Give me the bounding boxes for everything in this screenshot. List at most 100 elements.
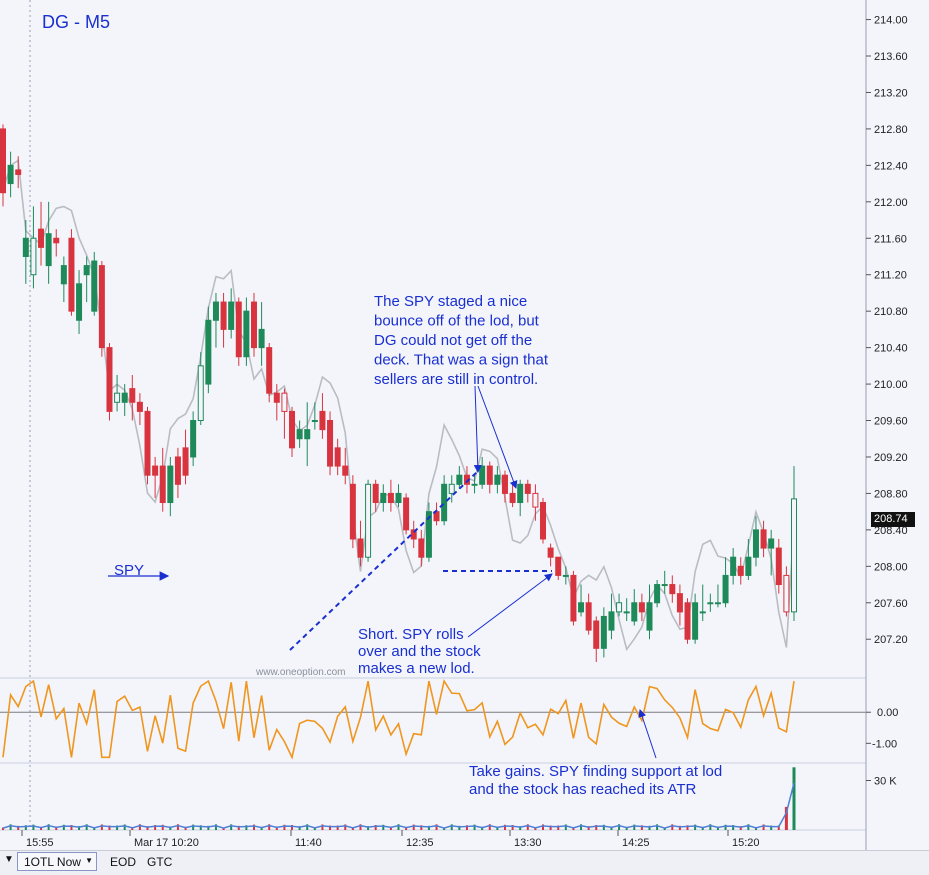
annotation-short: Short. SPY rolls over and the stock makes … (358, 626, 481, 677)
candle-body (7, 164, 14, 185)
price-tick-label: 212.80 (874, 124, 908, 136)
candle-body (775, 547, 782, 586)
candle-body (30, 237, 37, 276)
candle-body (494, 474, 501, 485)
time-tick-label: 15:55 (26, 837, 54, 849)
candle-body (745, 556, 752, 576)
candle-body (91, 260, 98, 312)
candle-body (509, 492, 516, 504)
oscillator-panel (2, 679, 795, 760)
candle-body (676, 593, 683, 613)
candle-body (114, 392, 121, 403)
spy-line (2, 159, 795, 652)
price-tick-label: 210.80 (874, 306, 908, 318)
candle-body (197, 365, 204, 422)
spy-overlay-line (2, 159, 795, 652)
plot-background (0, 0, 866, 850)
candle-body (562, 574, 569, 577)
candle-body (578, 602, 585, 613)
candle-body (228, 301, 235, 330)
candle-body (448, 483, 455, 494)
candle-body (570, 574, 577, 622)
candle-body (45, 233, 52, 267)
chart-svg[interactable]: 214.00 213.60 213.20 212.80 212.40 212.00 211.… (0, 0, 929, 850)
candle-body (106, 347, 113, 412)
price-tick-label: 211.60 (874, 233, 907, 245)
candle-body (616, 602, 623, 613)
timeframe-dropdown[interactable]: 1OTL Now ▼ (17, 852, 97, 871)
candle-body (722, 574, 729, 604)
candle-body (266, 347, 273, 394)
grid (0, 0, 866, 850)
price-tick-label: 213.20 (874, 87, 908, 99)
candle-body (182, 447, 189, 476)
bottom-toolbar: ▼ 1OTL Now ▼ EOD GTC (0, 850, 929, 875)
price-tick-label: 210.00 (874, 379, 908, 391)
price-tick-label: 209.60 (874, 416, 908, 428)
triangle-down-icon[interactable]: ▼ (4, 854, 14, 865)
candle-body (136, 401, 143, 412)
candle-body (98, 265, 105, 349)
candle-body (212, 301, 219, 321)
price-tick-label: 210.40 (874, 343, 908, 355)
eod-button[interactable]: EOD (110, 855, 137, 869)
candle-body (319, 410, 326, 431)
price-candles (0, 124, 797, 662)
time-tick-label: 14:25 (622, 837, 650, 849)
price-tick-label: 208.00 (874, 561, 908, 573)
candle-body (68, 237, 75, 312)
candle-body (752, 529, 759, 558)
candle-body (15, 169, 22, 175)
candle-body (456, 474, 463, 485)
candle-body (471, 483, 478, 486)
candle-body (661, 584, 668, 587)
oscillator-line (2, 679, 795, 760)
annotations: www.oneoption.com The SPY staged a nice bo… (108, 293, 722, 798)
oscillator-tick-label: -1.00 (872, 738, 897, 750)
candle-body (365, 483, 372, 558)
candle-body (699, 611, 706, 614)
candle-body (334, 447, 341, 467)
candle-body (60, 265, 67, 285)
candle-body (730, 556, 737, 576)
candle-body (783, 574, 790, 613)
gtc-button[interactable]: GTC (147, 855, 173, 869)
candle-body (349, 483, 356, 540)
candle-body (441, 483, 448, 522)
candle-body (152, 465, 159, 476)
time-tick-label: 12:35 (406, 837, 434, 849)
candle-body (220, 301, 227, 330)
candle-body (0, 128, 6, 194)
candle-body (121, 392, 128, 403)
candle-body (387, 492, 394, 504)
time-tick-label: 11:40 (295, 837, 322, 849)
dropdown-caret-icon: ▼ (85, 856, 93, 865)
oscillator-tick-label: 0.00 (877, 707, 898, 719)
candle-body (737, 565, 744, 576)
candle-body (273, 392, 280, 403)
candle-body (258, 328, 265, 349)
candle-body (190, 420, 197, 458)
price-tick-label: 207.60 (874, 598, 908, 610)
time-tick-label: 13:30 (514, 837, 542, 849)
candle-body (646, 602, 653, 631)
watermark: www.oneoption.com (255, 667, 346, 678)
candle-body (129, 388, 136, 403)
annotation-spy-bounce: The SPY staged a nice bounce off of the l… (374, 293, 549, 388)
candle-body (159, 465, 166, 504)
candle-body (357, 538, 364, 558)
candle-body (593, 620, 600, 649)
price-tick-label: 207.20 (874, 634, 908, 646)
axes: 214.00 213.60 213.20 212.80 212.40 212.00 211.… (21, 0, 908, 850)
arrow-to-new-lod (467, 573, 553, 638)
candle-body (76, 283, 83, 321)
volume-average-line (2, 782, 795, 829)
candle-body (501, 474, 508, 494)
candle-body (167, 465, 174, 504)
candle-body (425, 511, 432, 558)
candle-body (524, 483, 531, 494)
last-price-flag: 208.74 (871, 512, 915, 527)
candle-body (250, 301, 257, 349)
candle-body (403, 497, 410, 531)
